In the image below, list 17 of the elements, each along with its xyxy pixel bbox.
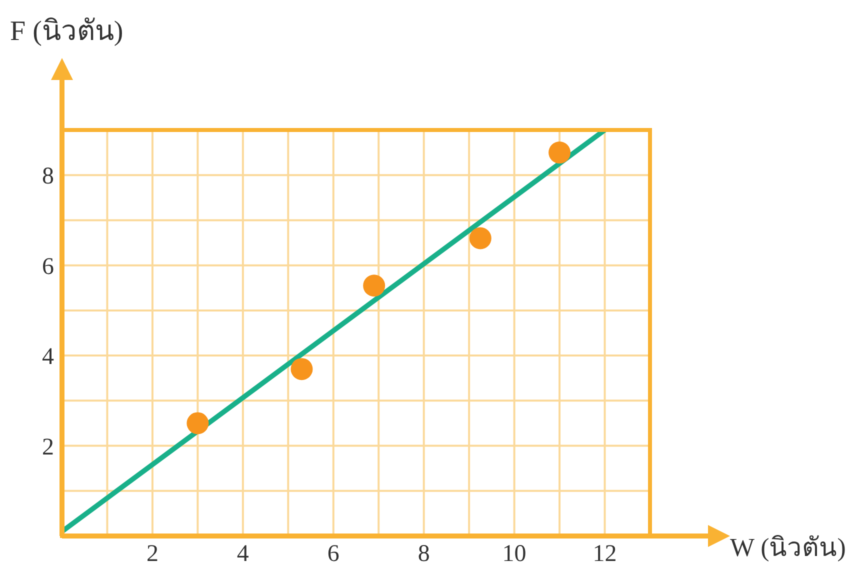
x-axis-title: W (นิวตัน) (730, 532, 846, 564)
x-tick-label: 12 (592, 541, 617, 568)
x-tick-label: 4 (236, 541, 249, 568)
x-tick-label: 10 (502, 541, 526, 568)
x-tick-label: 6 (327, 541, 340, 568)
y-tick-label: 2 (42, 434, 54, 460)
point (290, 358, 313, 380)
point (363, 274, 386, 297)
x-tick-label: 2 (146, 541, 158, 568)
y-tick-label: 8 (42, 164, 54, 190)
point (548, 142, 571, 164)
point (469, 227, 492, 250)
y-tick-label: 4 (42, 344, 54, 370)
y-tick-label: 6 (42, 254, 54, 280)
y-axis-title: F (นิวตัน) (10, 15, 124, 49)
point (186, 412, 209, 434)
x-tick-label: 8 (418, 541, 430, 568)
